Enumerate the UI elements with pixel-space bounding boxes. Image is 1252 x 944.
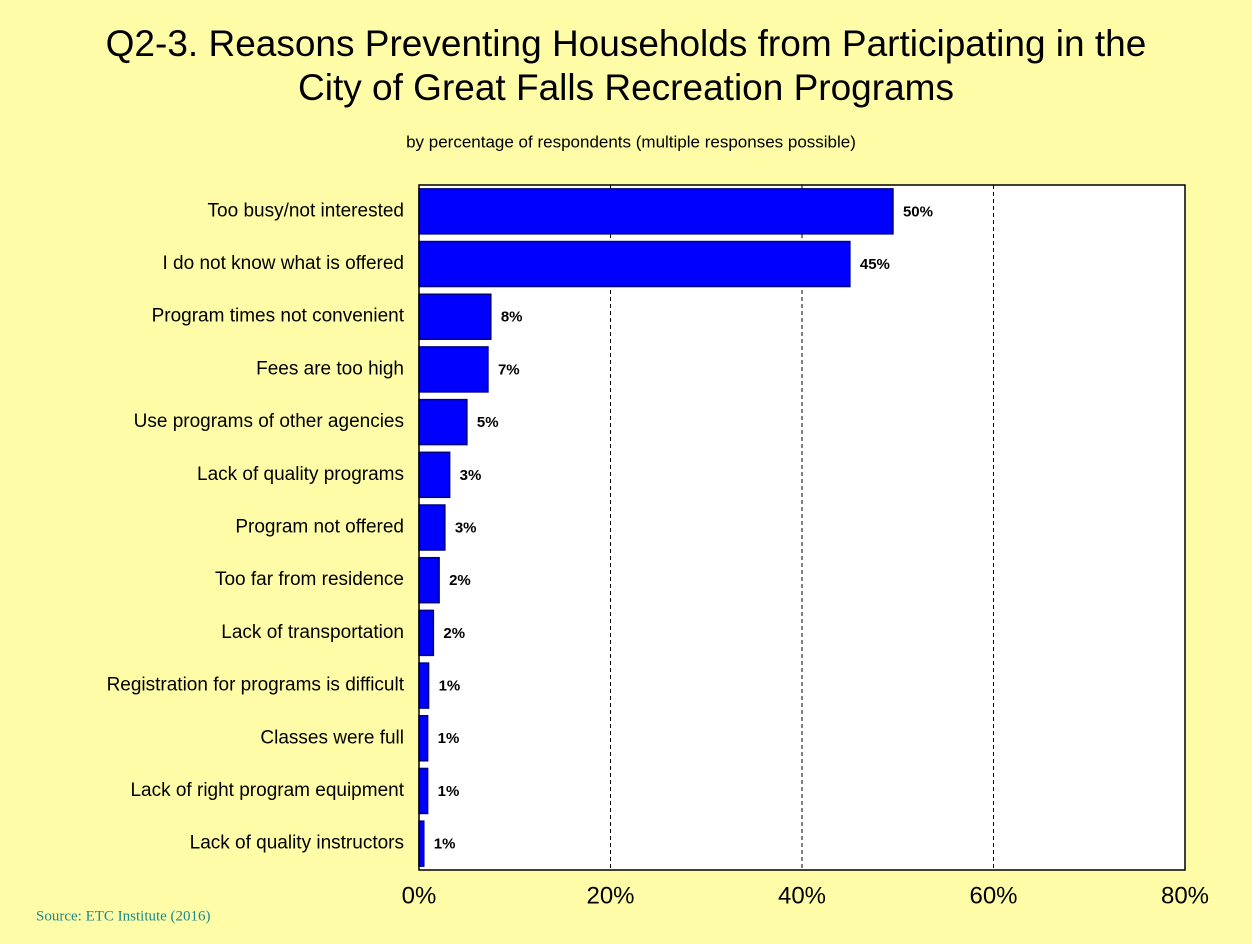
y-tick-label: Too far from residence: [215, 569, 404, 590]
y-tick-label: Program times not convenient: [152, 306, 405, 327]
bar: [418, 504, 446, 551]
y-tick-label: Use programs of other agencies: [134, 411, 404, 432]
x-tick-label: 60%: [969, 882, 1017, 909]
bar: [418, 662, 430, 709]
y-tick-label: Lack of right program equipment: [130, 780, 404, 801]
bar: [418, 188, 894, 235]
bar: [418, 715, 429, 762]
x-tick-label: 0%: [402, 882, 437, 909]
source-note: Source: ETC Institute (2016): [36, 908, 211, 924]
value-label: 5%: [477, 414, 499, 431]
value-label: 1%: [438, 783, 460, 800]
chart-title: Q2-3. Reasons Preventing Households from…: [105, 23, 1147, 108]
y-tick-label: I do not know what is offered: [162, 253, 404, 274]
value-label: 45%: [860, 256, 890, 273]
chart-subtitle: by percentage of respondents (multiple r…: [406, 132, 856, 151]
bar: [418, 609, 435, 657]
y-tick-label: Classes were full: [260, 727, 404, 748]
value-label: 1%: [439, 678, 461, 695]
y-tick-label: Registration for programs is difficult: [107, 675, 405, 696]
y-tick-label: Lack of quality programs: [197, 464, 404, 485]
y-tick-label: Lack of quality instructors: [190, 833, 404, 854]
y-tick-label: Program not offered: [235, 517, 404, 538]
value-label: 3%: [455, 519, 477, 536]
value-label: 1%: [438, 730, 460, 747]
bar: [418, 398, 468, 446]
plot-border: [418, 184, 1186, 871]
x-tick-label: 80%: [1161, 882, 1209, 909]
value-label: 1%: [434, 836, 456, 853]
value-label: 8%: [501, 309, 523, 326]
bar: [418, 767, 429, 815]
y-tick-label: Fees are too high: [256, 358, 404, 379]
value-label: 7%: [498, 361, 520, 378]
value-label: 50%: [903, 203, 933, 220]
value-label: 2%: [443, 625, 465, 642]
bar: [418, 293, 492, 340]
value-label: 2%: [449, 572, 471, 589]
bar: [418, 346, 489, 393]
bar: [418, 451, 451, 499]
x-tick-label: 40%: [778, 882, 826, 909]
y-tick-label: Too busy/not interested: [208, 200, 404, 221]
bar: [418, 240, 851, 288]
bar: [418, 556, 440, 604]
value-label: 3%: [460, 467, 482, 484]
y-tick-label: Lack of transportation: [221, 622, 404, 643]
x-tick-label: 20%: [586, 882, 634, 909]
